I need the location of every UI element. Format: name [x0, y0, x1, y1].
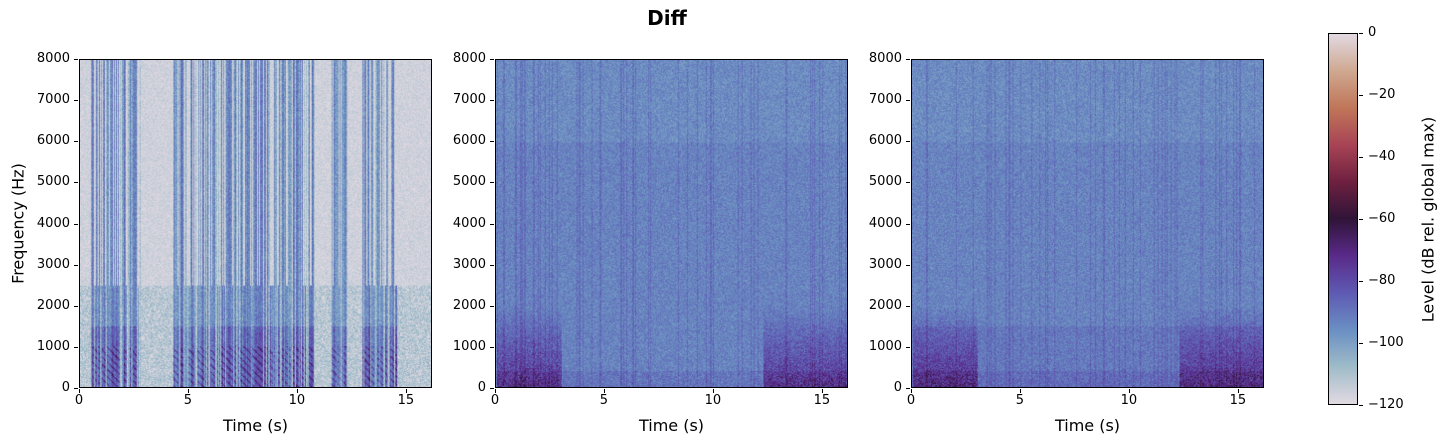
y-tick-label: 5000	[862, 175, 910, 188]
y-tick-label: 7000	[862, 93, 910, 106]
x-tick-label: 5	[1005, 389, 1035, 407]
colorbar-label: Level (dB rel. global max)	[1418, 116, 1438, 323]
y-tick-label: 3000	[30, 258, 78, 271]
y-tick-label: 1000	[446, 340, 494, 353]
colorbar-tick-label: −20	[1358, 87, 1396, 102]
y-tick-label: 8000	[446, 52, 494, 65]
y-tick-label: 0	[30, 381, 78, 394]
y-tick-label: 3000	[862, 258, 910, 271]
x-tick-label: 15	[1223, 389, 1253, 407]
colorbar-tick-label: 0	[1358, 25, 1377, 40]
y-tick-label: 7000	[446, 93, 494, 106]
colorbar-tick-label: −120	[1359, 397, 1404, 412]
x-tick-label: 5	[589, 389, 619, 407]
colorbar-tick-label: −60	[1358, 211, 1396, 226]
x-tick-label: 10	[282, 389, 312, 407]
figure-title: Diff	[647, 6, 687, 30]
x-tick-label: 0	[896, 389, 926, 407]
y-tick-label: 2000	[862, 299, 910, 312]
y-tick-label: 8000	[862, 52, 910, 65]
colorbar-tick-label: −80	[1358, 273, 1396, 288]
x-axis-label-2: Time (s)	[638, 416, 705, 435]
y-tick-label: 5000	[30, 175, 78, 188]
y-tick-label: 1000	[862, 340, 910, 353]
y-tick-label: 7000	[30, 93, 78, 106]
y-tick-label: 4000	[862, 217, 910, 230]
y-tick-label: 4000	[30, 217, 78, 230]
x-tick-label: 15	[391, 389, 421, 407]
spectrogram-panel-3	[911, 59, 1264, 388]
y-tick-label: 0	[862, 381, 910, 394]
colorbar	[1328, 33, 1358, 405]
x-tick-label: 0	[480, 389, 510, 407]
y-tick-label: 2000	[30, 299, 78, 312]
y-tick-label: 3000	[446, 258, 494, 271]
x-tick-label: 10	[698, 389, 728, 407]
y-tick-label: 6000	[862, 134, 910, 147]
y-tick-label: 6000	[446, 134, 494, 147]
y-tick-label: 5000	[446, 175, 494, 188]
y-tick-label: 1000	[30, 340, 78, 353]
x-axis-label-1: Time (s)	[222, 416, 289, 435]
x-tick-label: 0	[64, 389, 94, 407]
y-tick-label: 4000	[446, 217, 494, 230]
x-tick-label: 5	[173, 389, 203, 407]
y-axis-label: Frequency (Hz)	[8, 163, 28, 284]
x-tick-label: 10	[1114, 389, 1144, 407]
y-tick-label: 2000	[446, 299, 494, 312]
colorbar-tick-label: −40	[1358, 149, 1396, 164]
colorbar-tick-label: −100	[1359, 335, 1404, 350]
y-tick-label: 0	[446, 381, 494, 394]
spectrogram-panel-2	[495, 59, 848, 388]
x-tick-label: 15	[807, 389, 837, 407]
y-tick-label: 8000	[30, 52, 78, 65]
y-tick-label: 6000	[30, 134, 78, 147]
x-axis-label-3: Time (s)	[1054, 416, 1121, 435]
spectrogram-panel-1	[79, 59, 432, 388]
